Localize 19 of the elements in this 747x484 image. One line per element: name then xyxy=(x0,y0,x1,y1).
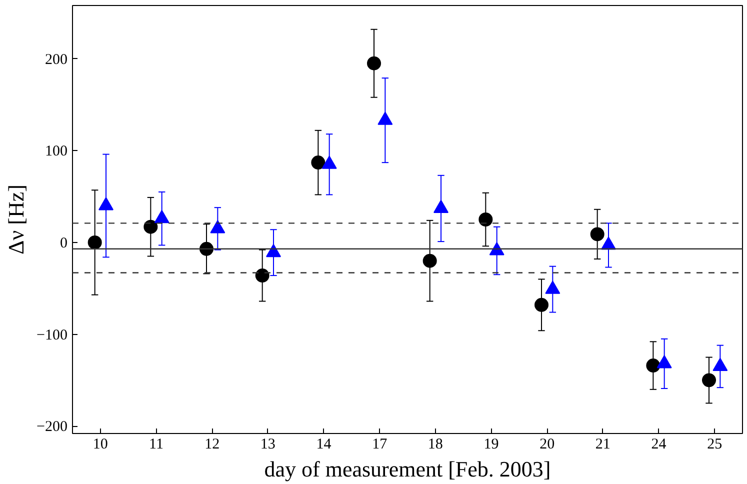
x-tick-label: 10 xyxy=(92,436,108,452)
y-tick-label: −200 xyxy=(36,419,68,436)
x-tick-label: 21 xyxy=(595,436,610,452)
x-tick-label: 13 xyxy=(260,436,276,452)
y-axis-title: Δν [Hz] xyxy=(4,184,29,254)
y-tick-label: −100 xyxy=(36,327,68,344)
x-tick-label: 24 xyxy=(651,436,667,452)
x-tick-label: 12 xyxy=(204,436,220,452)
y-tick-label: 0 xyxy=(60,235,68,252)
x-tick-label: 17 xyxy=(372,436,388,452)
x-tick-label: 19 xyxy=(484,436,499,452)
x-tick-label: 25 xyxy=(707,436,722,452)
x-tick-label: 20 xyxy=(540,436,555,452)
y-tick-label: 100 xyxy=(45,144,68,160)
y-tick-label: 200 xyxy=(45,52,68,68)
x-axis-title: day of measurement [Feb. 2003] xyxy=(264,456,551,482)
x-tick-label: 18 xyxy=(428,436,443,452)
x-tick-label: 11 xyxy=(149,436,164,452)
x-tick-label: 14 xyxy=(316,436,332,452)
